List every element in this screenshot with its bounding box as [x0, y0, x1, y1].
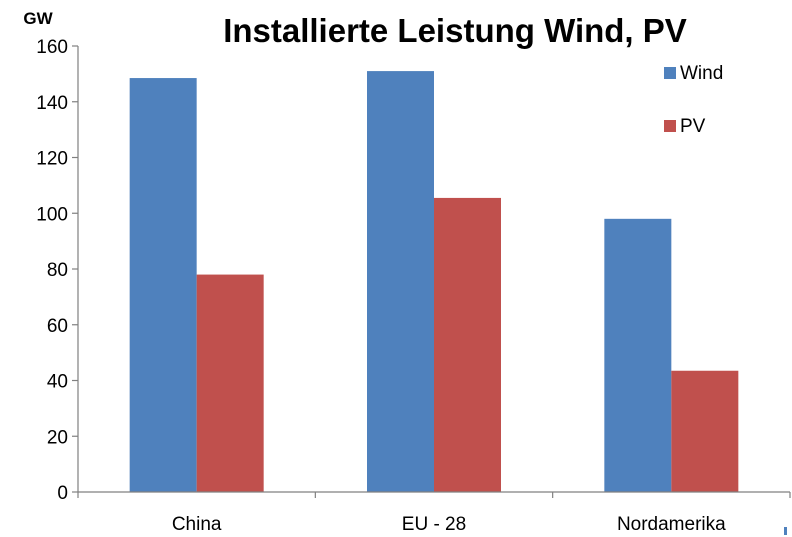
- bar-pv-china: [196, 274, 264, 492]
- bar-pv-nordamerika: [671, 370, 739, 492]
- x-category-label: China: [172, 514, 222, 535]
- bars: [129, 71, 739, 493]
- bar-wind-nordamerika: [604, 218, 672, 492]
- y-tick-label: 80: [47, 260, 68, 281]
- y-tick-label: 40: [47, 372, 68, 393]
- bar-pv-eu-28: [434, 197, 501, 492]
- chart-title: Installierte Leistung Wind, PV: [223, 12, 687, 49]
- legend-label-wind: Wind: [680, 63, 723, 84]
- y-axis-unit-label: GW: [23, 9, 53, 28]
- legend-label-pv: PV: [680, 116, 706, 137]
- bar-wind-china: [129, 78, 197, 493]
- y-tick-label: 160: [36, 37, 68, 58]
- legend-swatch-pv: [664, 120, 676, 132]
- legend-swatch-wind: [664, 67, 676, 79]
- y-tick-label: 60: [47, 316, 68, 337]
- y-tick-label: 120: [36, 149, 68, 170]
- x-category-label: EU - 28: [402, 514, 466, 535]
- legend: Wind PV: [664, 63, 723, 137]
- y-tick-label: 100: [36, 204, 68, 225]
- corner-mark: [784, 527, 787, 535]
- x-category-label: Nordamerika: [617, 514, 726, 535]
- y-tick-label: 20: [47, 427, 68, 448]
- y-tick-label: 140: [36, 93, 68, 114]
- y-tick-label: 0: [57, 483, 68, 504]
- x-axis-tick-labels: China EU - 28 Nordamerika: [77, 492, 791, 535]
- bar-wind-eu-28: [367, 71, 434, 493]
- y-axis-tick-labels: 0 20 40 60 80 100 120 140 160: [36, 37, 78, 504]
